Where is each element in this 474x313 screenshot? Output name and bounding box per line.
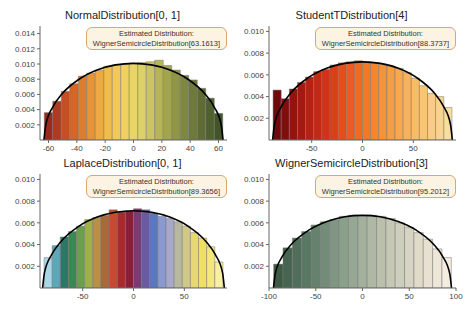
- svg-text:40: 40: [186, 144, 195, 153]
- svg-text:0: 0: [131, 144, 136, 153]
- svg-text:0: 0: [131, 292, 136, 301]
- svg-text:-50: -50: [310, 292, 322, 301]
- svg-text:0.010: 0.010: [15, 175, 36, 184]
- svg-text:0.008: 0.008: [244, 197, 265, 206]
- svg-text:0.006: 0.006: [15, 219, 36, 228]
- svg-text:-60: -60: [43, 144, 55, 153]
- svg-text:0.012: 0.012: [15, 45, 36, 54]
- svg-text:-50: -50: [306, 144, 318, 153]
- html-text:Estimated Distribution:: Estimated Distribution:: [347, 29, 423, 38]
- html-text:WignerSemicircleDistribution[9: WignerSemicircleDistribution[95.2012]: [321, 186, 449, 196]
- svg-text:0.002: 0.002: [15, 121, 36, 130]
- svg-text:0.010: 0.010: [15, 60, 36, 69]
- html-text:StudentTDistribution[4]: StudentTDistribution[4]: [295, 9, 408, 21]
- svg-text:0.010: 0.010: [244, 175, 265, 184]
- html-text:LaplaceDistribution[0, 1]: LaplaceDistribution[0, 1]: [63, 157, 182, 169]
- svg-text:60: 60: [214, 144, 223, 153]
- html-text:WignerSemicircleDistribution[8: WignerSemicircleDistribution[88.3737]: [321, 38, 449, 48]
- html-text:Estimated Distribution:: Estimated Distribution:: [347, 177, 423, 186]
- svg-text:0.004: 0.004: [15, 105, 36, 114]
- svg-text:100: 100: [449, 292, 463, 301]
- svg-text:0.006: 0.006: [15, 90, 36, 99]
- svg-text:50: 50: [180, 292, 189, 301]
- svg-text:0.002: 0.002: [244, 114, 265, 123]
- svg-text:0.008: 0.008: [244, 49, 265, 58]
- html-text:WignerSemicircleDistribution[6: WignerSemicircleDistribution[63.1613]: [92, 38, 220, 48]
- html-text:WignerSemicircleDistribution[8: WignerSemicircleDistribution[89.3656]: [92, 186, 220, 196]
- svg-text:0.008: 0.008: [15, 75, 36, 84]
- svg-text:0.004: 0.004: [15, 240, 36, 249]
- svg-text:0.004: 0.004: [244, 240, 265, 249]
- html-text:Estimated Distribution:: Estimated Distribution:: [118, 29, 194, 38]
- svg-text:0.008: 0.008: [15, 197, 36, 206]
- svg-text:50: 50: [405, 292, 414, 301]
- svg-text:-20: -20: [99, 144, 111, 153]
- svg-text:20: 20: [157, 144, 166, 153]
- html-text:WignerSemicircleDistribution[3: WignerSemicircleDistribution[3]: [275, 157, 428, 169]
- svg-text:0.004: 0.004: [244, 92, 265, 101]
- svg-text:-40: -40: [71, 144, 83, 153]
- svg-text:0: 0: [360, 144, 365, 153]
- svg-text:-100: -100: [261, 292, 278, 301]
- svg-text:0: 0: [360, 292, 365, 301]
- svg-text:0.006: 0.006: [244, 219, 265, 228]
- svg-text:0.002: 0.002: [15, 262, 36, 271]
- svg-text:0.010: 0.010: [244, 27, 265, 36]
- html-text:NormalDistribution[0, 1]: NormalDistribution[0, 1]: [65, 9, 180, 21]
- svg-text:-50: -50: [77, 292, 89, 301]
- html-text:Estimated Distribution:: Estimated Distribution:: [118, 177, 194, 186]
- svg-text:50: 50: [409, 144, 418, 153]
- svg-text:0.006: 0.006: [244, 71, 265, 80]
- svg-text:0.014: 0.014: [15, 29, 36, 38]
- svg-text:0.002: 0.002: [244, 262, 265, 271]
